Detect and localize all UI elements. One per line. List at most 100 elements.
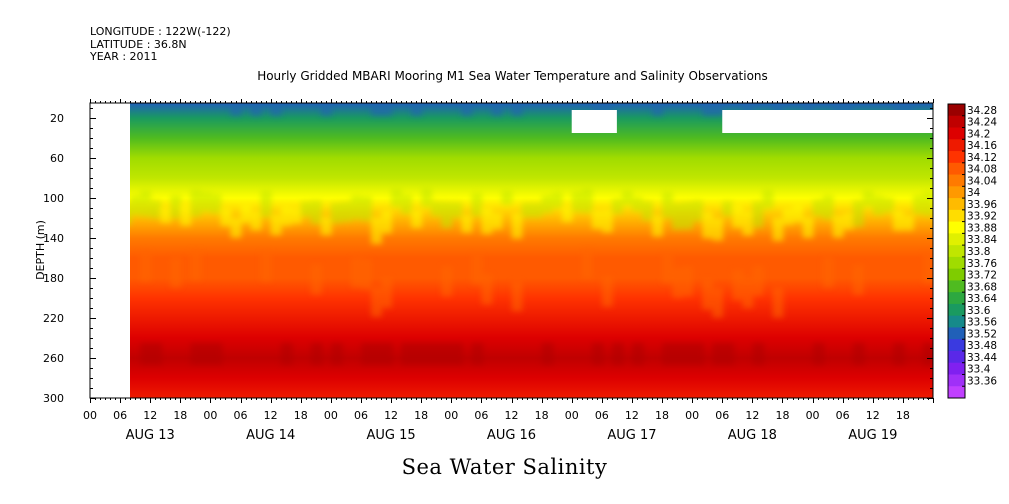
colorbar-label: 33.68 bbox=[967, 281, 997, 293]
x-tick-label: 06 bbox=[715, 409, 729, 422]
x-tick-label: 06 bbox=[474, 409, 488, 422]
colorbar-swatch bbox=[948, 374, 965, 387]
colorbar-label: 33.8 bbox=[967, 246, 990, 258]
x-tick-label: 18 bbox=[775, 409, 789, 422]
colorbar-swatch bbox=[948, 104, 965, 117]
chart-title: Hourly Gridded MBARI Mooring M1 Sea Wate… bbox=[257, 69, 768, 83]
colorbar-swatch bbox=[948, 350, 965, 364]
axes: 00 06 12 18 00 06 12 18 00 06 12 18 00 06 12 18 00 06 12 18… bbox=[34, 99, 934, 443]
colorbar-swatch bbox=[948, 115, 965, 129]
colorbar-swatch bbox=[948, 198, 965, 211]
colorbar-label: 33.48 bbox=[967, 340, 997, 352]
colorbar-label: 34.12 bbox=[967, 152, 997, 164]
colorbar: 34.2834.2434.234.1634.1234.0834.043433.9… bbox=[947, 103, 997, 399]
colorbar-label: 33.4 bbox=[967, 364, 991, 376]
x-day-label: AUG 14 bbox=[246, 428, 295, 443]
x-tick-label: 00 bbox=[565, 409, 579, 422]
colorbar-swatch bbox=[948, 174, 965, 187]
x-tick-label: 06 bbox=[354, 409, 368, 422]
colorbar-swatch bbox=[948, 127, 965, 140]
colorbar-label: 33.6 bbox=[967, 305, 991, 317]
x-tick-label: 18 bbox=[173, 409, 187, 422]
x-tick-label: 00 bbox=[685, 409, 699, 422]
x-tick-label: 06 bbox=[836, 409, 850, 422]
salinity-field bbox=[130, 103, 933, 398]
x-tick-label: 00 bbox=[324, 409, 338, 422]
year-label: YEAR : 2011 bbox=[90, 50, 158, 63]
x-tick-label: 12 bbox=[384, 409, 398, 422]
x-day-label: AUG 15 bbox=[366, 428, 415, 443]
colorbar-label: 34.16 bbox=[967, 140, 997, 152]
colorbar-swatch bbox=[948, 268, 965, 281]
colorbar-swatch bbox=[948, 233, 965, 246]
colorbar-swatch bbox=[948, 139, 965, 152]
x-tick-label: 00 bbox=[203, 409, 217, 422]
x-tick-label: 12 bbox=[505, 409, 519, 422]
x-tick-label: 00 bbox=[444, 409, 458, 422]
colorbar-swatch bbox=[948, 256, 965, 270]
x-tick-label: 06 bbox=[595, 409, 609, 422]
colorbar-swatch bbox=[948, 315, 965, 328]
plot-frame bbox=[89, 102, 934, 399]
y-tick-label: 20 bbox=[50, 112, 64, 125]
y-tick-label: 220 bbox=[43, 312, 64, 325]
colorbar-swatch bbox=[948, 339, 965, 352]
colorbar-label: 33.56 bbox=[967, 317, 997, 329]
x-tick-label: 12 bbox=[866, 409, 880, 422]
x-tick-label: 18 bbox=[294, 409, 308, 422]
colorbar-label: 33.36 bbox=[967, 375, 997, 387]
missing-data-region bbox=[722, 110, 933, 133]
x-tick-label: 06 bbox=[113, 409, 127, 422]
colorbar-swatch bbox=[948, 221, 965, 234]
y-tick-label: 260 bbox=[43, 352, 64, 365]
colorbar-swatch bbox=[948, 280, 965, 293]
y-tick-label: 60 bbox=[50, 152, 64, 165]
colorbar-frame bbox=[947, 103, 966, 399]
x-tick-label: 00 bbox=[83, 409, 97, 422]
longitude-label: LONGITUDE : 122W(-122) bbox=[90, 25, 231, 38]
x-tick-label: 12 bbox=[625, 409, 639, 422]
plot-area bbox=[130, 103, 933, 398]
y-tick-label: 140 bbox=[43, 232, 64, 245]
y-tick-label: 100 bbox=[43, 192, 64, 205]
colorbar-label: 34.08 bbox=[967, 164, 997, 176]
colorbar-label: 33.84 bbox=[967, 234, 997, 246]
hour-ticks bbox=[90, 99, 934, 403]
x-day-label: AUG 13 bbox=[126, 428, 175, 443]
colorbar-swatch bbox=[948, 186, 965, 199]
colorbar-swatch bbox=[948, 209, 965, 223]
colorbar-label: 34 bbox=[967, 187, 981, 199]
x-day-label: AUG 19 bbox=[848, 428, 897, 443]
colorbar-label: 33.96 bbox=[967, 199, 997, 211]
colorbar-label: 34.2 bbox=[967, 128, 990, 140]
chart-subtitle: Sea Water Salinity bbox=[401, 455, 608, 479]
colorbar-label: 33.64 bbox=[967, 293, 997, 305]
colorbar-swatch bbox=[948, 151, 965, 164]
missing-data-region bbox=[571, 110, 617, 133]
x-tick-label: 12 bbox=[745, 409, 759, 422]
y-tick-label: 300 bbox=[43, 392, 64, 405]
y-axis-label: DEPTH (m) bbox=[34, 220, 47, 280]
colorbar-swatch bbox=[948, 386, 965, 399]
x-tick-label: 12 bbox=[264, 409, 278, 422]
colorbar-swatch bbox=[948, 362, 965, 375]
colorbar-label: 33.88 bbox=[967, 222, 997, 234]
x-tick-label: 00 bbox=[806, 409, 820, 422]
x-tick-label: 18 bbox=[414, 409, 428, 422]
y-tick-label: 180 bbox=[43, 272, 64, 285]
x-day-label: AUG 17 bbox=[607, 428, 656, 443]
colorbar-label: 34.28 bbox=[967, 105, 997, 117]
colorbar-label: 33.72 bbox=[967, 270, 997, 282]
x-day-label: AUG 16 bbox=[487, 428, 536, 443]
colorbar-label: 33.52 bbox=[967, 328, 997, 340]
x-day-label: AUG 18 bbox=[728, 428, 777, 443]
plot-metadata: LONGITUDE : 122W(-122) LATITUDE : 36.8N … bbox=[90, 25, 231, 64]
colorbar-swatch bbox=[948, 162, 965, 176]
x-tick-label: 06 bbox=[234, 409, 248, 422]
colorbar-label: 34.24 bbox=[967, 117, 997, 129]
x-tick-label: 18 bbox=[535, 409, 549, 422]
colorbar-swatch bbox=[948, 292, 965, 305]
colorbar-swatch bbox=[948, 303, 965, 317]
colorbar-label: 33.44 bbox=[967, 352, 997, 364]
